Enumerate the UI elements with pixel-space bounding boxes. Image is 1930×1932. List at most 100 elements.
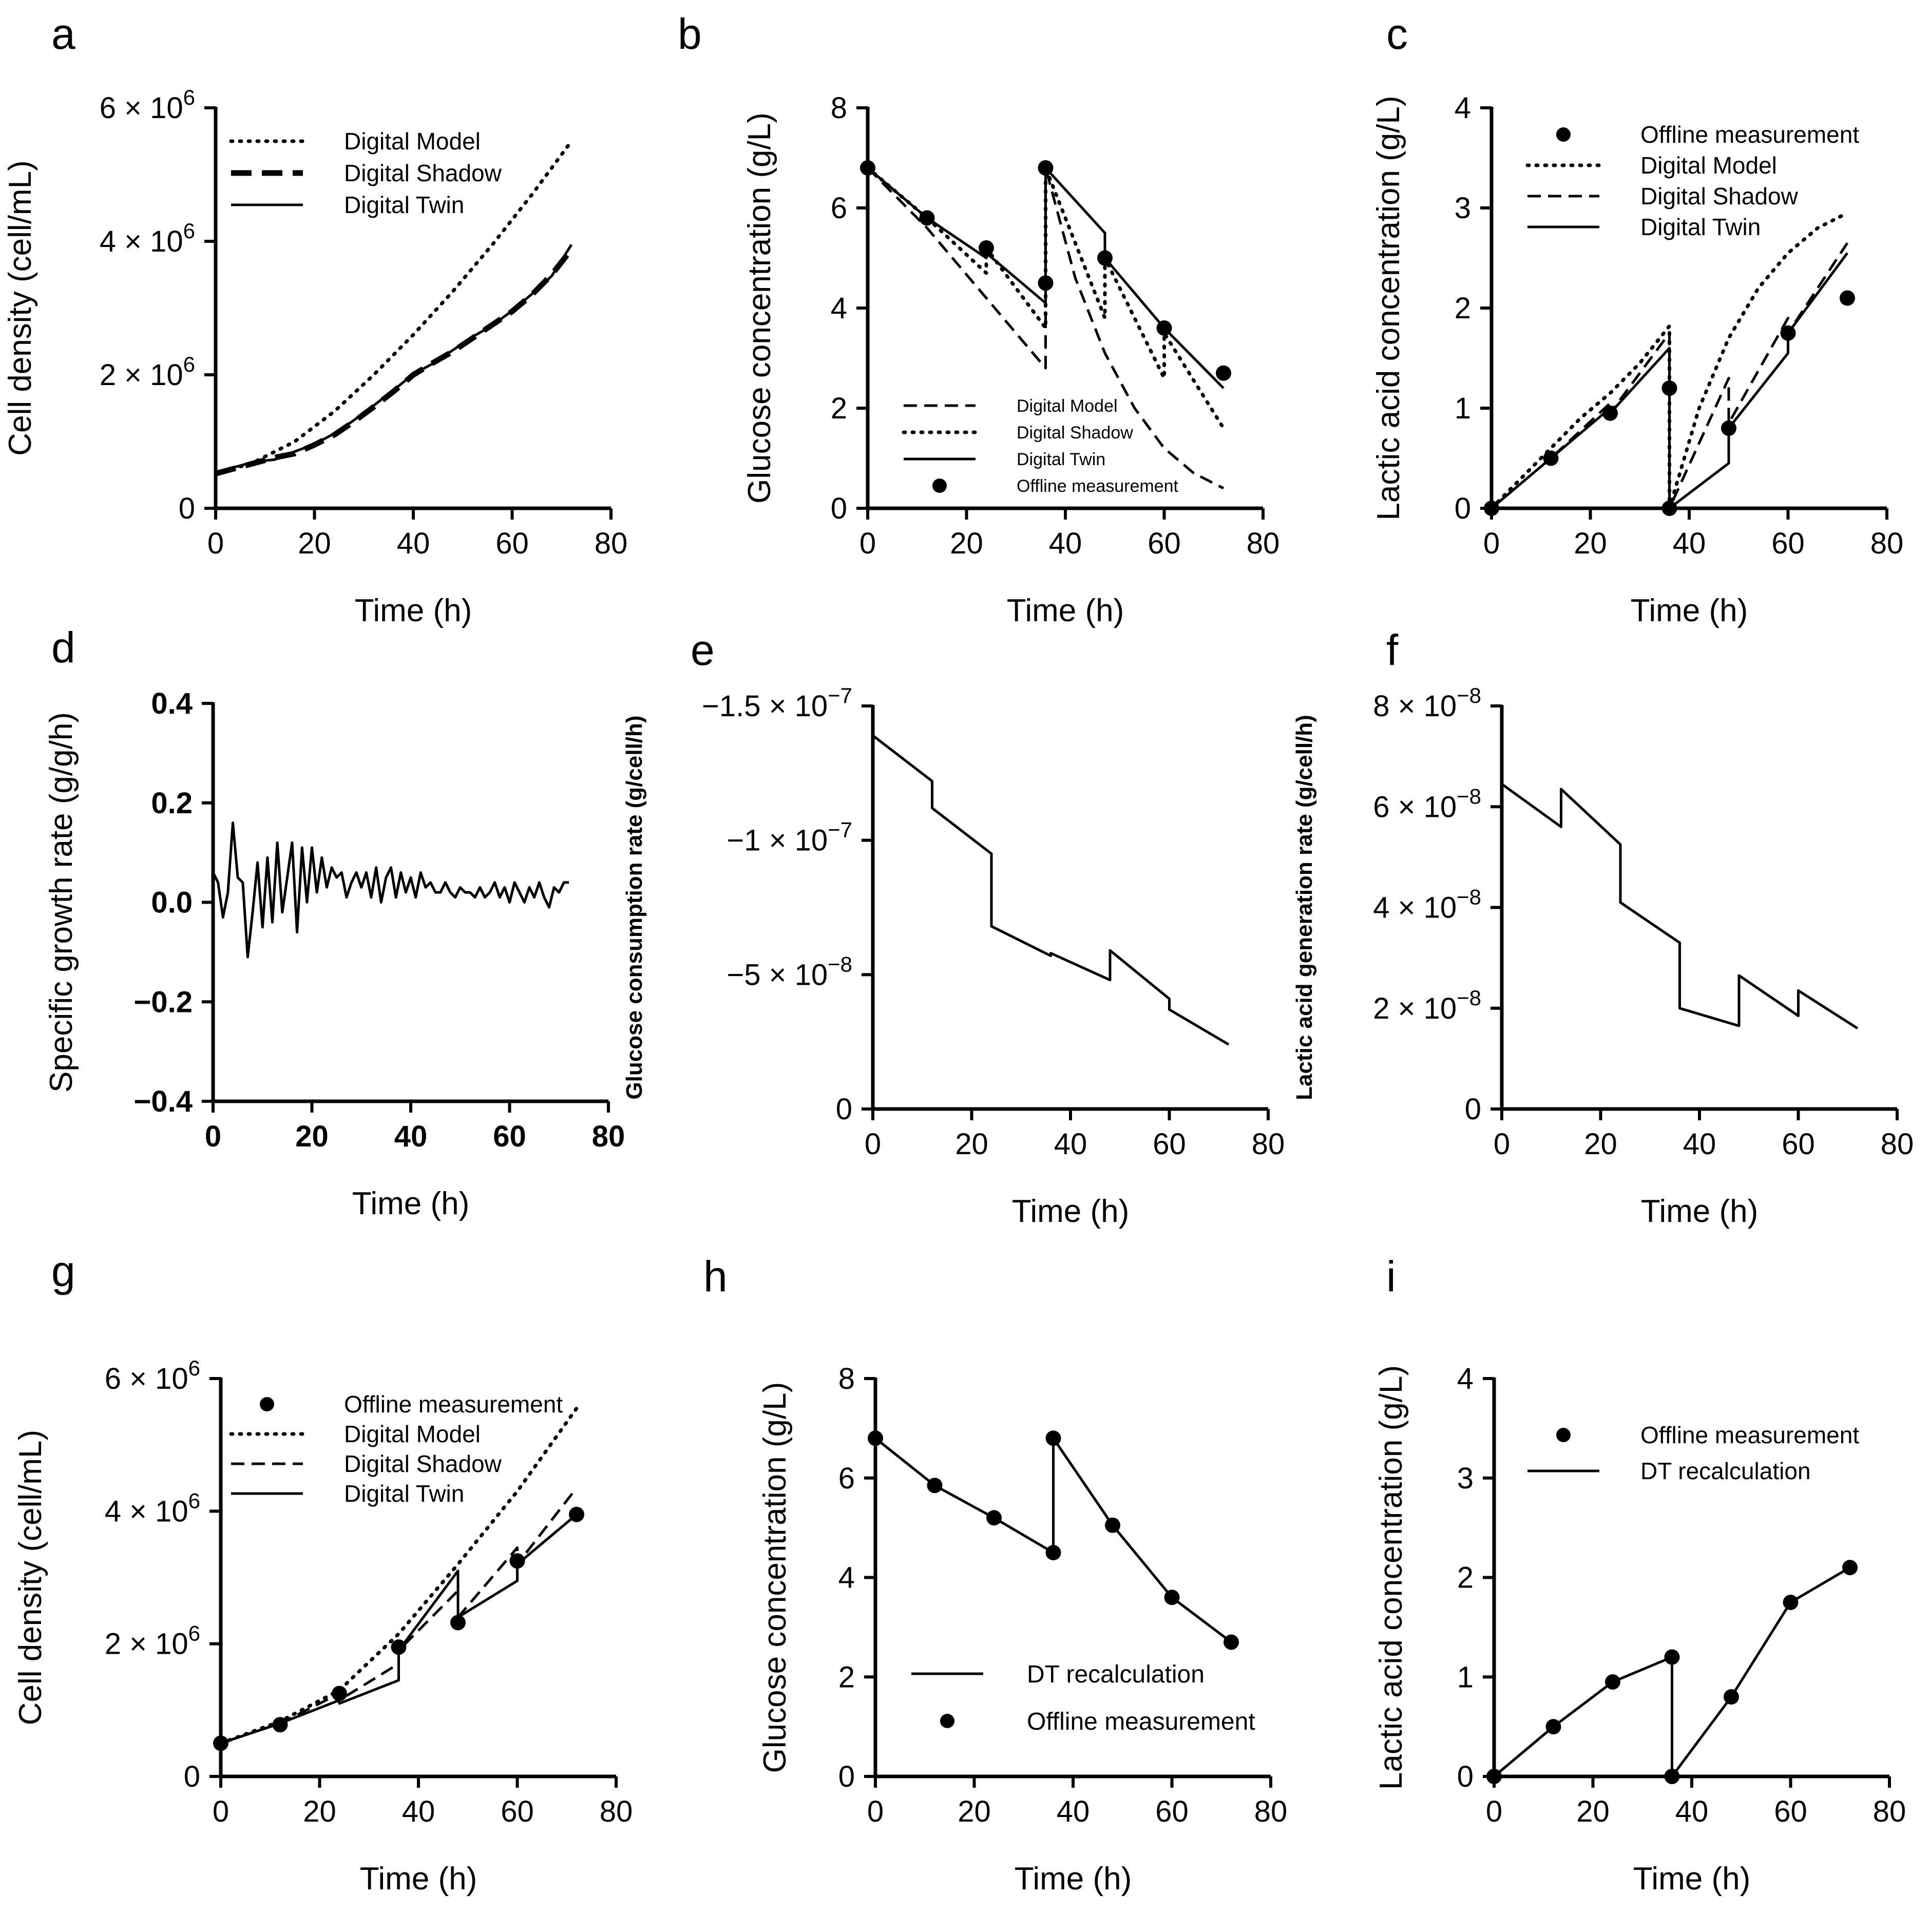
data-point — [569, 1506, 584, 1522]
x-tick-label: 40 — [1054, 1127, 1087, 1161]
legend: DT recalculation Offline measurement — [911, 1661, 1255, 1735]
legend: Digital Model Digital Shadow Digital Twin O… — [902, 396, 1179, 496]
x-tick-label: 80 — [1881, 1127, 1914, 1161]
y-tick-label: 0 — [838, 1760, 855, 1793]
y-tick-label: 1 — [1455, 392, 1471, 425]
x-tick-label: 20 — [1584, 1127, 1617, 1161]
data-point — [1664, 1649, 1680, 1665]
data-point — [1840, 290, 1855, 306]
y-axis-label: Lactic acid generation rate (g/cell/h) — [1292, 715, 1317, 1100]
series-line-digital-twin — [867, 166, 1225, 389]
x-axis-label: Time (h) — [1015, 1861, 1132, 1897]
data-point — [860, 160, 875, 176]
x-tick-label: 40 — [1049, 527, 1082, 560]
x-tick-label: 20 — [950, 527, 983, 560]
x-tick-label: 80 — [1247, 527, 1280, 560]
x-tick-label: 0 — [1486, 1795, 1502, 1828]
data-point — [1661, 380, 1677, 396]
y-tick-label: 1 — [1457, 1660, 1474, 1694]
y-tick-label: 0 — [831, 492, 847, 525]
data-point — [1097, 250, 1113, 266]
legend: Offline measurement Digital Model Digital … — [1525, 121, 1859, 240]
y-tick-label: 6 × 106 — [105, 1356, 200, 1395]
legend-marker — [260, 1397, 274, 1411]
data-point — [1045, 1430, 1061, 1446]
x-tick-label: 60 — [1155, 1795, 1189, 1828]
legend-label: Digital Shadow — [344, 1450, 502, 1477]
x-tick-label: 40 — [1683, 1127, 1716, 1161]
y-tick-label: 0 — [836, 1093, 852, 1126]
x-tick-label: 40 — [397, 527, 430, 560]
data-point — [1545, 1719, 1561, 1735]
series-line-specific-growth-rate — [212, 821, 569, 959]
x-tick-label: 80 — [600, 1795, 633, 1828]
x-tick-label: 20 — [295, 1120, 329, 1153]
x-axis-label: Time (h) — [1641, 1194, 1758, 1229]
legend-label: Digital Shadow — [344, 160, 502, 186]
panel-a: a 0 20 40 60 80 0 2 × 106 4 × 106 6 × 106 Time (h)… — [3, 10, 627, 628]
x-axis-label: Time (h) — [1631, 593, 1748, 628]
legend-label: Digital Twin — [344, 1480, 464, 1507]
y-tick-label: 8 — [831, 91, 847, 125]
y-tick-label: −5 × 10−8 — [727, 952, 852, 991]
legend: Digital Model Digital Shadow Digital Twin — [229, 128, 502, 218]
x-axis-label: Time (h) — [1012, 1194, 1129, 1229]
legend-label: Offline measurement — [1027, 1708, 1255, 1735]
y-tick-label: 6 × 106 — [100, 85, 195, 125]
panel-b: b 0 20 40 60 80 0 2 4 6 8 Time (h) Glucose concentra… — [678, 10, 1279, 628]
legend-label: DT recalculation — [1640, 1458, 1811, 1484]
legend-marker — [1556, 1428, 1571, 1442]
y-tick-label: 0.4 — [151, 687, 193, 720]
x-tick-label: 40 — [1057, 1795, 1090, 1828]
data-point — [1842, 1560, 1858, 1576]
x-tick-label: 0 — [207, 527, 224, 560]
y-tick-label: 0 — [1455, 492, 1471, 525]
x-tick-label: 0 — [213, 1795, 229, 1828]
legend-label: Offline measurement — [1640, 1422, 1859, 1448]
y-tick-label: 2 — [1457, 1561, 1474, 1595]
legend-label: Digital Model — [344, 128, 481, 155]
x-tick-label: 80 — [1870, 527, 1904, 560]
plot-area — [872, 734, 1230, 1046]
panel-g: g 0 20 40 60 80 0 2 × 106 4 × 106 6 × 106 Time (h)… — [13, 1247, 633, 1897]
x-tick-label: 40 — [394, 1120, 428, 1153]
x-tick-label: 20 — [1574, 527, 1607, 560]
y-tick-label: 4 — [838, 1561, 855, 1595]
x-tick-label: 0 — [867, 1795, 884, 1828]
y-tick-label: −0.2 — [134, 985, 193, 1019]
legend-label: Digital Twin — [1017, 450, 1105, 469]
series-line-digital-shadow — [220, 1487, 578, 1745]
data-point — [509, 1553, 525, 1569]
data-point — [868, 1430, 883, 1446]
legend-label: Digital Twin — [344, 192, 464, 218]
legend-label: Digital Twin — [1640, 214, 1761, 240]
x-axis-label: Time (h) — [360, 1861, 477, 1897]
x-tick-label: 20 — [298, 527, 331, 560]
panel-c: c 0 20 40 60 80 0 1 2 3 4 Time (h) Lactic acid conce… — [1371, 10, 1903, 628]
panel-label-b: b — [678, 10, 702, 58]
x-tick-label: 80 — [1873, 1795, 1906, 1828]
data-point — [391, 1639, 407, 1655]
x-tick-label: 60 — [1771, 527, 1805, 560]
panel-label-g: g — [51, 1247, 75, 1295]
data-point — [979, 240, 994, 256]
x-tick-label: 80 — [595, 527, 628, 560]
y-tick-label: 6 × 10−8 — [1373, 784, 1481, 824]
panel-label-c: c — [1386, 10, 1408, 58]
x-axis-label: Time (h) — [355, 593, 472, 628]
y-tick-label: 0 — [184, 1760, 200, 1793]
y-tick-label: 6 — [838, 1462, 855, 1495]
y-tick-label: 0.2 — [151, 787, 193, 820]
x-tick-label: 0 — [1494, 1127, 1510, 1161]
plot-area — [868, 1430, 1239, 1650]
data-point — [1543, 450, 1559, 466]
panel-d: d 0 20 40 60 80 −0.4 −0.2 0.0 0.2 0.4 Time (h) Speci… — [44, 623, 625, 1221]
y-axis-label: Cell density (cell/mL) — [13, 1430, 48, 1725]
x-axis-label: Time (h) — [1633, 1861, 1750, 1897]
x-tick-label: 60 — [495, 527, 529, 560]
data-point — [1605, 1674, 1620, 1690]
x-tick-label: 0 — [205, 1120, 221, 1153]
y-tick-label: −1.5 × 10−7 — [702, 683, 852, 723]
x-tick-label: 0 — [865, 1127, 881, 1161]
